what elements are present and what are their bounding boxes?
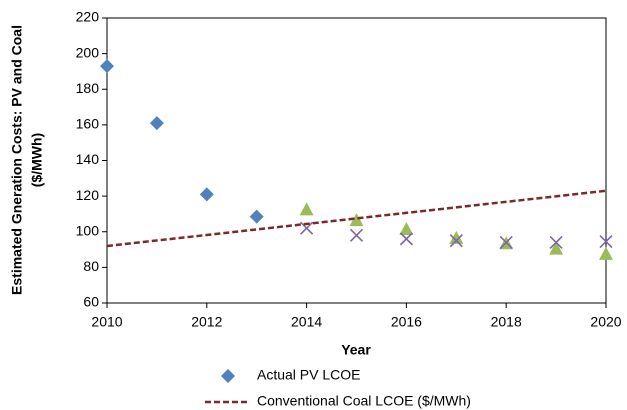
x-tick-label: 2012	[191, 314, 222, 330]
x-tick-label: 2010	[91, 314, 122, 330]
point	[549, 235, 563, 250]
y-tick-label: 80	[83, 258, 99, 274]
legend-label: Conventional Coal LCOE ($/MWh)	[257, 393, 471, 409]
point	[599, 246, 613, 260]
x-tick-label: 2020	[590, 314, 621, 330]
x-tick-label: 2016	[391, 314, 422, 330]
point	[249, 209, 264, 224]
x-tick-label: 2018	[491, 314, 522, 330]
point	[549, 241, 564, 255]
y-tick-label: 120	[76, 187, 100, 203]
point	[299, 202, 314, 216]
point	[300, 221, 314, 235]
x-tick-label: 2014	[291, 314, 322, 330]
line	[106, 189, 607, 248]
y-tick-label: 220	[76, 9, 100, 25]
legend-marker	[221, 369, 235, 383]
point	[399, 221, 414, 235]
point	[399, 232, 413, 246]
point	[499, 235, 513, 250]
legend-label: Actual PV LCOE	[257, 367, 361, 383]
y-axis-label: ($/MWh)	[29, 133, 45, 187]
y-tick-label: 100	[76, 222, 100, 238]
y-tick-label: 140	[76, 151, 100, 167]
point	[349, 213, 364, 227]
y-tick-label: 60	[83, 294, 99, 310]
point	[599, 234, 613, 249]
point	[199, 187, 214, 202]
y-tick-label: 160	[76, 116, 100, 132]
plot-frame	[106, 17, 607, 304]
y-axis-label: Estimated Gneration Costs: PV and Coal	[9, 25, 25, 295]
point	[449, 234, 463, 248]
y-tick-label: 180	[76, 80, 100, 96]
x-axis-label: Year	[341, 342, 371, 358]
y-tick-label: 200	[76, 44, 100, 60]
point	[100, 59, 114, 74]
point	[349, 228, 364, 242]
point	[449, 230, 464, 244]
point	[149, 116, 164, 131]
